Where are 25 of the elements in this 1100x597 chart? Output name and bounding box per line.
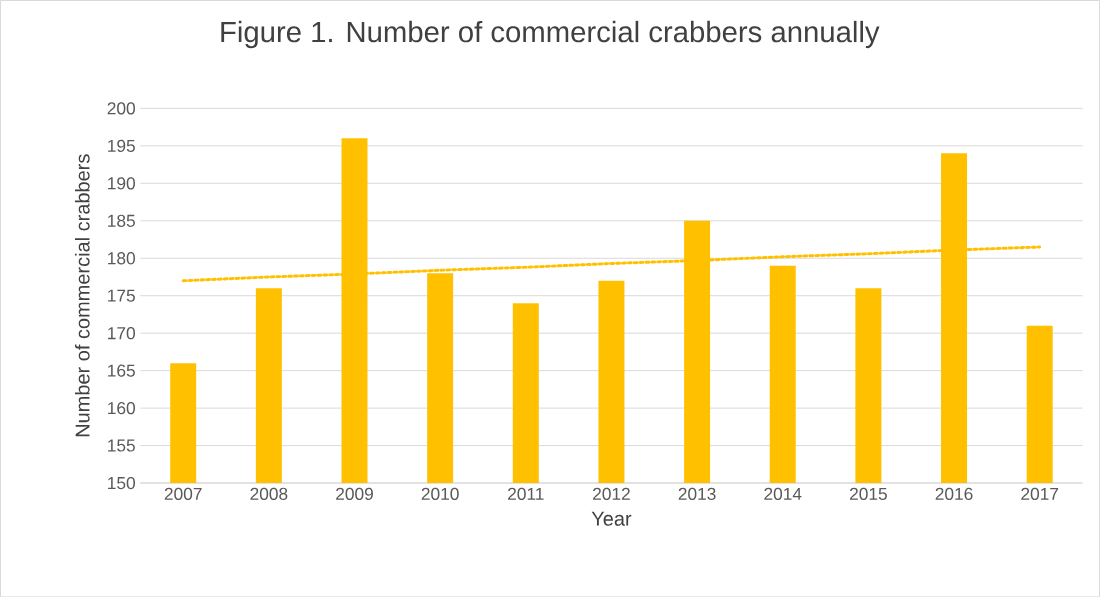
y-axis-title: Number of commercial crabbers — [74, 154, 90, 436]
y-tick-label: 200 — [107, 102, 135, 115]
chart-title: Figure 1. Number of commercial crabbers annually — [221, 20, 880, 48]
x-tick-label: 2009 — [336, 487, 373, 500]
x-tick-label: 2011 — [508, 487, 544, 500]
x-tick-label: 2016 — [935, 487, 973, 500]
x-tick-label: 2008 — [250, 487, 288, 500]
y-tick-label: 170 — [108, 326, 135, 340]
y-tick-label: 175 — [108, 289, 135, 302]
y-tick-label: 185 — [108, 214, 135, 227]
y-tick-label: 180 — [108, 251, 135, 265]
x-tick-label: 2017 — [1021, 487, 1059, 500]
x-tick-label: 2010 — [421, 487, 459, 500]
y-tick-label: 195 — [108, 139, 135, 152]
x-tick-label: 2007 — [164, 487, 202, 500]
y-tick-label: 155 — [108, 439, 135, 452]
x-axis-title: Year — [591, 511, 632, 526]
x-tick-label: 2014 — [764, 487, 802, 500]
y-tick-label: 165 — [108, 364, 135, 377]
x-tick-label: 2013 — [678, 487, 716, 500]
x-tick-label: 2012 — [593, 487, 630, 500]
x-tick-label: 2015 — [850, 487, 887, 500]
y-tick-label: 150 — [108, 476, 135, 489]
y-tick-label: 160 — [108, 401, 135, 415]
y-tick-label: 190 — [108, 176, 135, 190]
